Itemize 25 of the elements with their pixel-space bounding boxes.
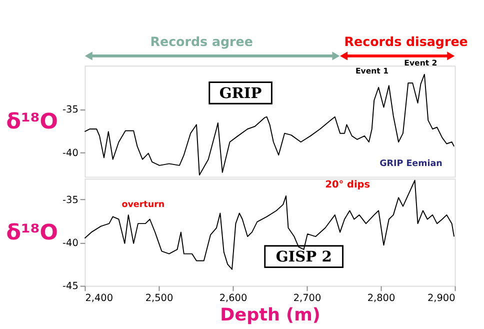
x-tick-label: 2,500: [145, 292, 174, 304]
x-axis-title: Depth (m): [220, 305, 320, 326]
line-series: [84, 180, 455, 270]
x-tick-label: 2,600: [219, 292, 248, 304]
y-tick-label: -45: [62, 281, 78, 292]
x-tick-label: 2,700: [293, 292, 322, 304]
annotation: GRIP Eemian: [380, 158, 442, 169]
y-tick-label: -40: [62, 238, 78, 249]
x-tick-label: 2,900: [427, 292, 456, 304]
annotation: Event 1: [355, 66, 389, 76]
annotation: Event 2: [404, 58, 438, 68]
y-tick-label: -35: [62, 194, 78, 206]
annotation: overturn: [122, 200, 165, 210]
text: Records agree: [150, 34, 253, 50]
y-tick-label: -40: [62, 148, 78, 159]
y-axis-title: δ¹⁸O: [6, 109, 58, 134]
series-label: GRIP: [219, 84, 262, 102]
line-series: [84, 74, 455, 176]
series-label: GISP 2: [276, 248, 332, 266]
text: Records disagree: [344, 34, 468, 50]
x-tick-label: 2,800: [367, 292, 396, 304]
x-tick-label: 2,400: [85, 292, 114, 304]
y-axis-title: δ¹⁸O: [6, 220, 58, 246]
annotation: 20° dips: [325, 179, 370, 190]
y-tick-label: -35: [62, 104, 78, 116]
